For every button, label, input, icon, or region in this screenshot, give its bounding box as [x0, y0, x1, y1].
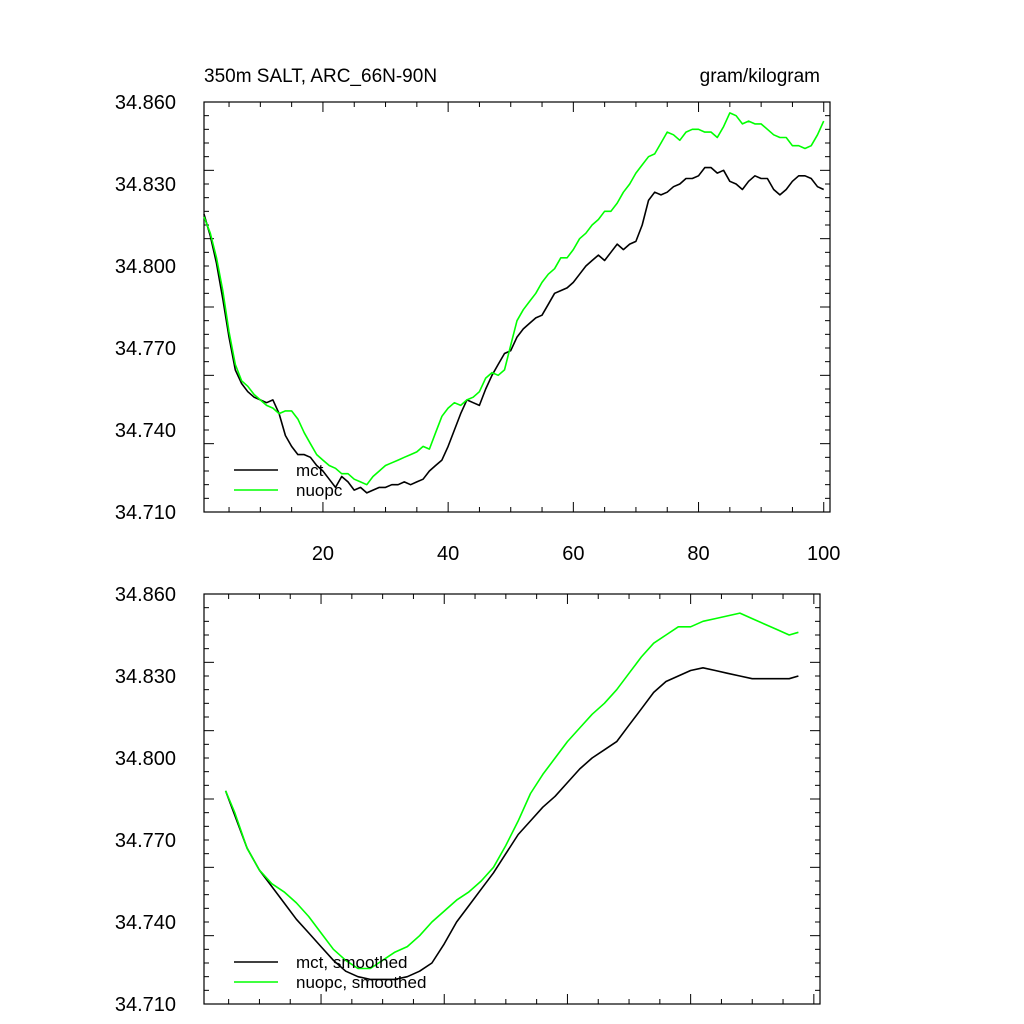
chart-title: 350m SALT, ARC_66N-90N [204, 66, 437, 87]
x-tick-label: 80 [687, 543, 709, 565]
y-tick-label: 34.710 [115, 502, 176, 524]
legend-label: nuopc [296, 481, 343, 500]
top-salinity-panel: 350m SALT, ARC_66N-90N gram/kilogram 34.… [115, 66, 841, 565]
series-line-mct-smoothed [224, 666, 799, 981]
y-tick-label: 34.740 [115, 420, 176, 442]
series-line-nuopc [203, 112, 825, 486]
y-tick-label: 34.740 [115, 912, 176, 934]
plot-frame [203, 593, 821, 1005]
x-tick-label: 20 [312, 543, 334, 565]
y-tick-label: 34.860 [115, 92, 176, 114]
x-tick-label: 100 [807, 543, 840, 565]
y-tick-label: 34.770 [115, 338, 176, 360]
bottom-smoothed-panel: 34.710 34.740 34.770 34.800 34.830 34.860 mct,… [115, 584, 821, 1016]
y-tick-label: 34.800 [115, 748, 176, 770]
y-tick-label: 34.710 [115, 994, 176, 1016]
x-tick-label: 60 [562, 543, 584, 565]
plot-frame [203, 101, 831, 513]
legend-label: mct [296, 461, 324, 480]
y-tick-label: 34.860 [115, 584, 176, 606]
x-tick-label: 40 [437, 543, 459, 565]
series-line-mct [203, 166, 825, 494]
y-tick-label: 34.800 [115, 256, 176, 278]
y-tick-label: 34.770 [115, 830, 176, 852]
y-tick-label: 34.830 [115, 666, 176, 688]
legend-label: nuopc, smoothed [296, 973, 426, 992]
legend-label: mct, smoothed [296, 953, 408, 972]
units-label: gram/kilogram [700, 66, 820, 87]
y-tick-label: 34.830 [115, 174, 176, 196]
series-line-nuopc-smoothed [224, 612, 799, 970]
